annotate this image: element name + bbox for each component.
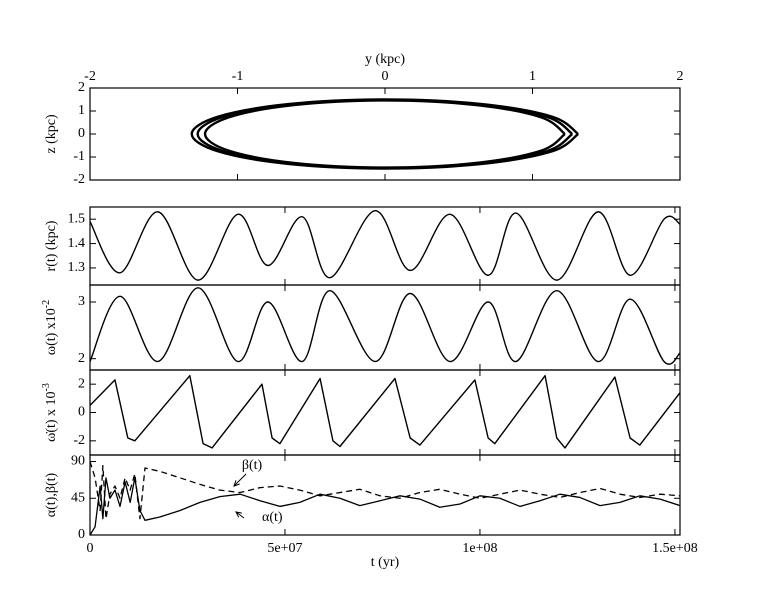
y-tick-label: 90 bbox=[71, 454, 85, 469]
y-tick-label: 1.4 bbox=[68, 236, 86, 251]
y-axis-label-exponent: -3 bbox=[41, 383, 52, 391]
y-tick-label: 0 bbox=[78, 527, 85, 542]
annotation-arrowhead bbox=[233, 480, 240, 487]
plot-frame bbox=[89, 369, 681, 456]
x-axis-label: t (yr) bbox=[371, 555, 400, 570]
annotation: α(t) bbox=[262, 510, 283, 525]
annotation-arrow bbox=[235, 511, 245, 519]
data-line bbox=[90, 477, 680, 535]
x-tick-label: 0 bbox=[382, 69, 389, 84]
data-line bbox=[90, 374, 680, 449]
y-tick-label: -1 bbox=[73, 149, 85, 164]
y-axis-label-text: ω̇(t) x 10 bbox=[44, 391, 59, 441]
data-line bbox=[90, 287, 680, 365]
y-axis-label: ω̇(t) x 10-3 bbox=[41, 383, 59, 442]
x-tick-label: -2 bbox=[84, 69, 96, 84]
x-tick-label: 1.5e+08 bbox=[652, 541, 698, 556]
x-tick-label: 5e+07 bbox=[267, 541, 302, 556]
data-line bbox=[90, 209, 680, 281]
y-tick-label: 2 bbox=[78, 80, 85, 95]
y-axis-label: ω(t) x10-2 bbox=[41, 300, 59, 355]
plot-frame bbox=[89, 87, 681, 181]
annotation-arrow bbox=[233, 473, 247, 487]
y-tick-label: 2 bbox=[78, 351, 85, 366]
annotation-arrowhead bbox=[235, 511, 242, 518]
data-line bbox=[190, 98, 579, 170]
y-tick-label: -2 bbox=[73, 172, 85, 187]
x-axis-label: y (kpc) bbox=[365, 52, 405, 67]
x-tick-label: 0 bbox=[87, 541, 94, 556]
x-tick-label: 2 bbox=[677, 69, 684, 84]
y-tick-label: 1.5 bbox=[68, 211, 86, 226]
y-tick-label: 45 bbox=[71, 490, 85, 505]
y-axis-label-text: r(t) (kpc) bbox=[44, 220, 59, 271]
data-line bbox=[196, 98, 574, 170]
y-tick-label: 0 bbox=[78, 126, 85, 141]
plot-frame bbox=[89, 284, 681, 371]
x-tick-label: 1 bbox=[529, 69, 536, 84]
data-line bbox=[203, 99, 566, 169]
y-tick-label: 1.3 bbox=[68, 260, 86, 275]
annotation: β(t) bbox=[242, 458, 263, 473]
y-axis-label-text: ω(t) x10 bbox=[44, 308, 59, 355]
y-tick-label: 3 bbox=[78, 294, 85, 309]
x-tick-label: 1e+08 bbox=[462, 541, 497, 556]
y-tick-label: -2 bbox=[73, 433, 85, 448]
y-axis-label: r(t) (kpc) bbox=[44, 220, 59, 271]
data-line bbox=[90, 461, 680, 520]
y-axis-label-text: z (kpc) bbox=[44, 114, 59, 154]
plot-frame bbox=[89, 454, 681, 536]
y-tick-label: 1 bbox=[78, 103, 85, 118]
y-axis-label-text: α(t),β(t) bbox=[44, 472, 59, 517]
y-axis-label: α(t),β(t) bbox=[44, 472, 59, 517]
y-tick-label: 0 bbox=[78, 405, 85, 420]
y-axis-label: z (kpc) bbox=[44, 114, 59, 154]
y-tick-label: 2 bbox=[78, 376, 85, 391]
y-axis-label-exponent: -2 bbox=[41, 300, 52, 308]
x-tick-label: -1 bbox=[232, 69, 244, 84]
